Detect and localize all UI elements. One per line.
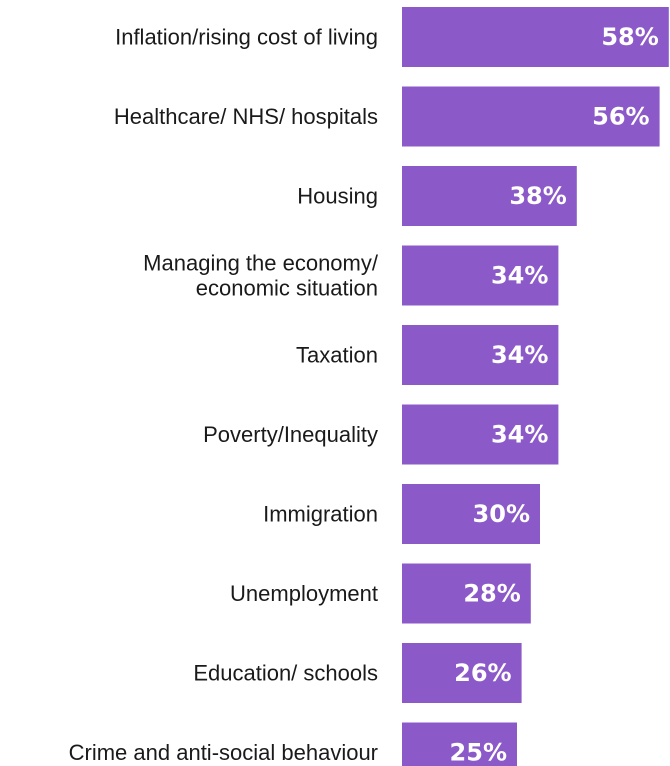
bar bbox=[402, 166, 577, 226]
bar bbox=[402, 245, 559, 306]
value-label: 56% bbox=[592, 103, 649, 131]
category-label: Education/ schools bbox=[193, 661, 378, 686]
value-label: 26% bbox=[454, 659, 511, 687]
bar bbox=[402, 563, 531, 624]
category-label: Inflation/rising cost of living bbox=[115, 25, 378, 50]
value-label: 28% bbox=[463, 580, 520, 608]
bar bbox=[402, 325, 559, 385]
value-label: 34% bbox=[491, 262, 548, 290]
category-label: Housing bbox=[297, 184, 378, 209]
category-label: Immigration bbox=[263, 502, 378, 527]
bar bbox=[402, 86, 660, 147]
value-label: 58% bbox=[601, 23, 658, 51]
category-label: Managing the economy/ bbox=[143, 251, 379, 276]
category-label: Crime and anti-social behaviour bbox=[69, 740, 378, 765]
category-label: economic situation bbox=[196, 276, 378, 301]
value-label: 30% bbox=[473, 500, 530, 528]
bar bbox=[402, 643, 522, 703]
bar bbox=[402, 7, 669, 67]
bar bbox=[402, 722, 517, 766]
category-label: Taxation bbox=[296, 343, 378, 368]
bar bbox=[402, 484, 540, 544]
category-label: Healthcare/ NHS/ hospitals bbox=[114, 104, 378, 129]
value-label: 25% bbox=[450, 739, 507, 766]
category-label: Poverty/Inequality bbox=[203, 422, 378, 447]
value-label: 38% bbox=[509, 182, 566, 210]
bar bbox=[402, 404, 559, 465]
value-label: 34% bbox=[491, 341, 548, 369]
category-label: Unemployment bbox=[230, 581, 378, 606]
value-label: 34% bbox=[491, 421, 548, 449]
